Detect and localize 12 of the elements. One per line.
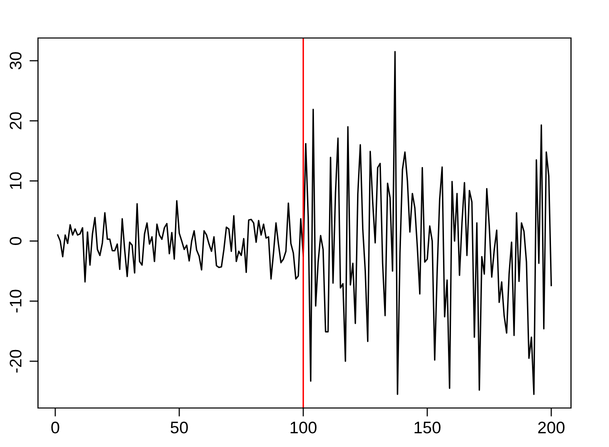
y-tick-label: 20: [10, 112, 22, 130]
y-tick-label: -20: [10, 350, 22, 373]
x-tick-label: 100: [290, 422, 317, 434]
y-tick-label: -10: [10, 290, 22, 312]
x-tick-label: 200: [538, 422, 565, 434]
x-tick-label: 50: [170, 422, 188, 434]
y-tick-label: 10: [10, 172, 22, 189]
y-tick-label: 0: [10, 237, 22, 246]
x-tick-label: 150: [414, 422, 441, 434]
line-series: [57, 51, 552, 395]
x-tick-label: 0: [51, 422, 60, 434]
y-tick-label: 30: [10, 52, 22, 70]
